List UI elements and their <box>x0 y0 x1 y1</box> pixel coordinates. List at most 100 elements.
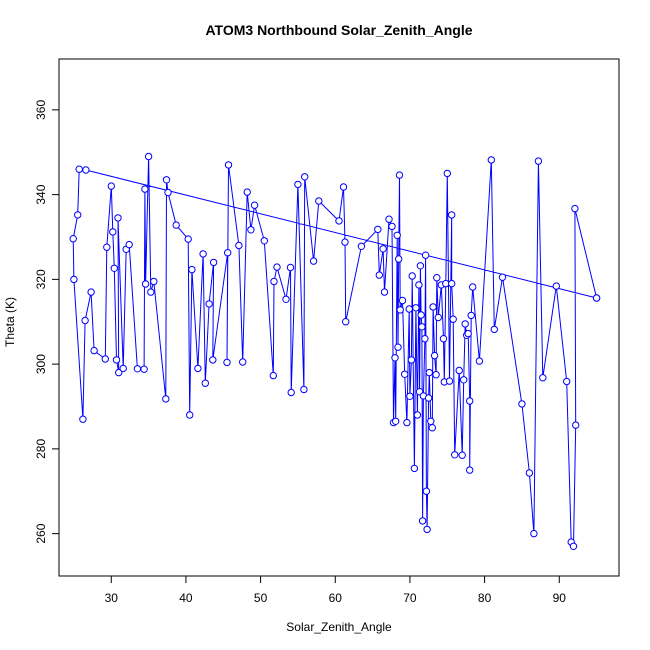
data-point <box>141 185 149 193</box>
data-point <box>107 182 116 190</box>
data-point <box>109 228 117 236</box>
data-point <box>74 211 82 219</box>
data-point <box>81 316 89 325</box>
data-point <box>286 263 295 272</box>
data-point <box>294 180 302 189</box>
y-tick-label: 300 <box>34 354 48 374</box>
data-point <box>69 235 77 243</box>
data-point <box>467 311 475 320</box>
data-point <box>79 415 87 423</box>
y-axis-label: Theta (K) <box>3 297 17 347</box>
data-point <box>115 368 123 377</box>
series-layer <box>69 152 601 550</box>
data-point <box>205 300 213 308</box>
data-point <box>592 294 601 302</box>
y-axis: 260 280 300 320 340 360 <box>34 100 59 544</box>
data-point <box>430 351 439 360</box>
x-tick-label: 60 <box>329 591 343 605</box>
data-point <box>287 388 295 397</box>
data-point <box>458 451 466 459</box>
series-line <box>72 156 598 549</box>
data-point <box>403 418 411 427</box>
data-point <box>391 354 399 362</box>
data-point <box>201 379 210 387</box>
data-point <box>90 346 98 355</box>
data-point <box>393 231 401 240</box>
data-point <box>530 529 538 538</box>
data-point <box>571 204 579 213</box>
data-point <box>418 323 426 331</box>
data-point <box>342 318 350 326</box>
data-point <box>140 365 148 373</box>
data-point <box>432 371 440 379</box>
data-point <box>460 376 468 384</box>
data-point <box>475 357 484 365</box>
data-point <box>385 215 393 223</box>
data-point <box>273 263 281 271</box>
data-point <box>423 525 431 534</box>
data-point <box>164 188 172 197</box>
data-point <box>425 368 433 377</box>
data-point <box>144 152 153 161</box>
data-point <box>451 451 459 459</box>
data-point <box>301 173 309 181</box>
data-point <box>443 169 451 178</box>
data-point <box>112 356 121 364</box>
data-point <box>101 355 110 363</box>
x-tick-label: 80 <box>478 591 492 605</box>
data-point <box>394 343 402 351</box>
data-point <box>186 411 194 419</box>
data-point <box>464 329 472 338</box>
data-point <box>392 417 400 425</box>
data-point <box>416 262 425 270</box>
data-point <box>469 283 477 291</box>
data-point <box>184 235 192 243</box>
data-point <box>388 222 396 231</box>
data-point <box>260 237 268 245</box>
data-point <box>408 272 416 280</box>
data-point <box>407 356 416 364</box>
data-point <box>315 197 323 205</box>
y-tick-label: 320 <box>34 269 48 289</box>
data-point <box>250 201 259 209</box>
data-point <box>147 288 155 296</box>
data-point <box>243 188 251 196</box>
data-point <box>395 255 403 263</box>
data-point <box>449 315 457 323</box>
data-point <box>375 271 383 279</box>
data-point <box>209 356 217 364</box>
data-point <box>224 249 232 257</box>
x-tick-label: 40 <box>179 591 193 605</box>
data-point <box>150 277 158 286</box>
data-point <box>433 274 441 282</box>
data-point <box>406 392 414 400</box>
data-point <box>270 277 278 286</box>
data-point <box>209 258 218 267</box>
data-point <box>410 464 419 473</box>
data-point <box>75 165 83 173</box>
data-point <box>539 374 547 382</box>
x-axis-label: Solar_Zenith_Angle <box>286 620 392 634</box>
data-point <box>239 358 247 366</box>
data-point <box>429 303 437 311</box>
data-point <box>269 371 277 380</box>
data-point <box>141 280 150 288</box>
data-point <box>374 225 382 234</box>
data-point <box>396 306 404 314</box>
y-tick-label: 340 <box>34 184 48 204</box>
y-tick-label: 280 <box>34 439 48 459</box>
data-point <box>194 364 202 373</box>
data-point <box>439 335 448 343</box>
data-point <box>448 211 456 219</box>
data-point <box>162 176 171 184</box>
data-point <box>110 264 119 272</box>
data-point <box>417 311 425 319</box>
data-point <box>518 400 526 408</box>
data-point <box>415 281 423 289</box>
data-point <box>421 251 430 259</box>
data-point <box>379 245 387 253</box>
data-point <box>162 395 170 403</box>
data-point <box>563 377 571 386</box>
data-point <box>125 240 133 249</box>
